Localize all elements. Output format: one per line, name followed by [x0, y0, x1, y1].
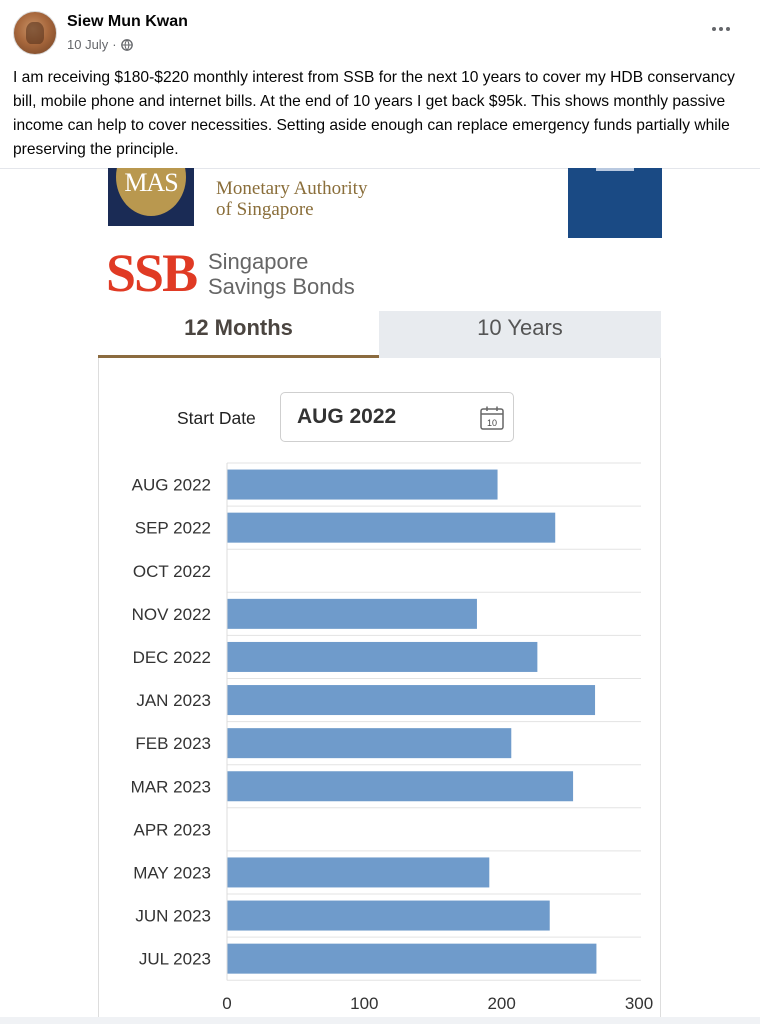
author-name[interactable]: Siew Mun Kwan	[67, 13, 188, 30]
mas-name-line1: Monetary Authority	[216, 178, 368, 199]
data-bar	[227, 512, 556, 543]
data-bar	[227, 685, 596, 716]
more-horizontal-icon[interactable]	[712, 22, 734, 36]
category-label: JUN 2023	[135, 907, 211, 926]
category-label: OCT 2022	[133, 562, 211, 581]
period-tabs: 12 Months 10 Years	[98, 311, 661, 358]
data-bar	[227, 900, 550, 931]
ssb-sub-line2: Savings Bonds	[208, 274, 355, 299]
category-label: NOV 2022	[132, 605, 211, 624]
data-bar	[227, 771, 574, 802]
ssb-sub-line1: Singapore	[208, 249, 309, 274]
data-bar	[227, 641, 538, 672]
mas-logo: MAS	[108, 168, 194, 226]
x-tick-label: 100	[350, 994, 378, 1013]
x-tick-label: 200	[487, 994, 515, 1013]
category-label: FEB 2023	[135, 734, 211, 753]
x-tick-label: 300	[625, 994, 653, 1013]
tab-10-years[interactable]: 10 Years	[477, 315, 563, 340]
data-bar	[227, 469, 498, 500]
globe-icon	[120, 38, 133, 51]
mas-name: Monetary Authority of Singapore	[216, 178, 367, 220]
post-date[interactable]: 10 July	[67, 37, 109, 52]
post-meta: 10 July ·	[67, 37, 133, 52]
chart-panel	[98, 358, 661, 1024]
data-bar	[227, 728, 512, 759]
header-blue-block	[568, 168, 662, 238]
x-tick-label: 0	[222, 994, 231, 1013]
category-label: MAR 2023	[131, 777, 211, 796]
data-bar	[227, 598, 477, 629]
ssb-subtitle: Singapore Savings Bonds	[208, 249, 355, 299]
data-bar	[227, 943, 597, 974]
tab-12-months[interactable]: 12 Months	[98, 311, 379, 358]
category-label: JUL 2023	[139, 950, 211, 969]
post-text: I am receiving $180-$220 monthly interes…	[13, 69, 735, 158]
calendar-icon-text: 10	[487, 418, 497, 428]
bottom-strip	[0, 1017, 760, 1024]
calendar-icon[interactable]: 10	[479, 405, 505, 431]
category-label: SEP 2022	[135, 519, 211, 538]
post-header: Siew Mun Kwan 10 July ·	[0, 0, 760, 62]
author-avatar[interactable]	[13, 11, 57, 55]
start-date-label: Start Date	[177, 408, 256, 428]
category-label: AUG 2022	[132, 476, 211, 495]
category-label: MAY 2023	[133, 863, 211, 882]
category-label: JAN 2023	[136, 691, 211, 710]
data-bar	[227, 857, 490, 888]
meta-separator: ·	[112, 37, 117, 52]
start-date-picker[interactable]: AUG 2022 10	[280, 392, 514, 442]
category-label: DEC 2022	[133, 648, 211, 667]
start-date-value: AUG 2022	[297, 405, 397, 428]
mas-name-line2: of Singapore	[216, 199, 314, 220]
ssb-logo: SSB	[106, 243, 198, 303]
category-label: APR 2023	[134, 820, 212, 839]
mas-logo-text: MAS	[124, 168, 178, 197]
